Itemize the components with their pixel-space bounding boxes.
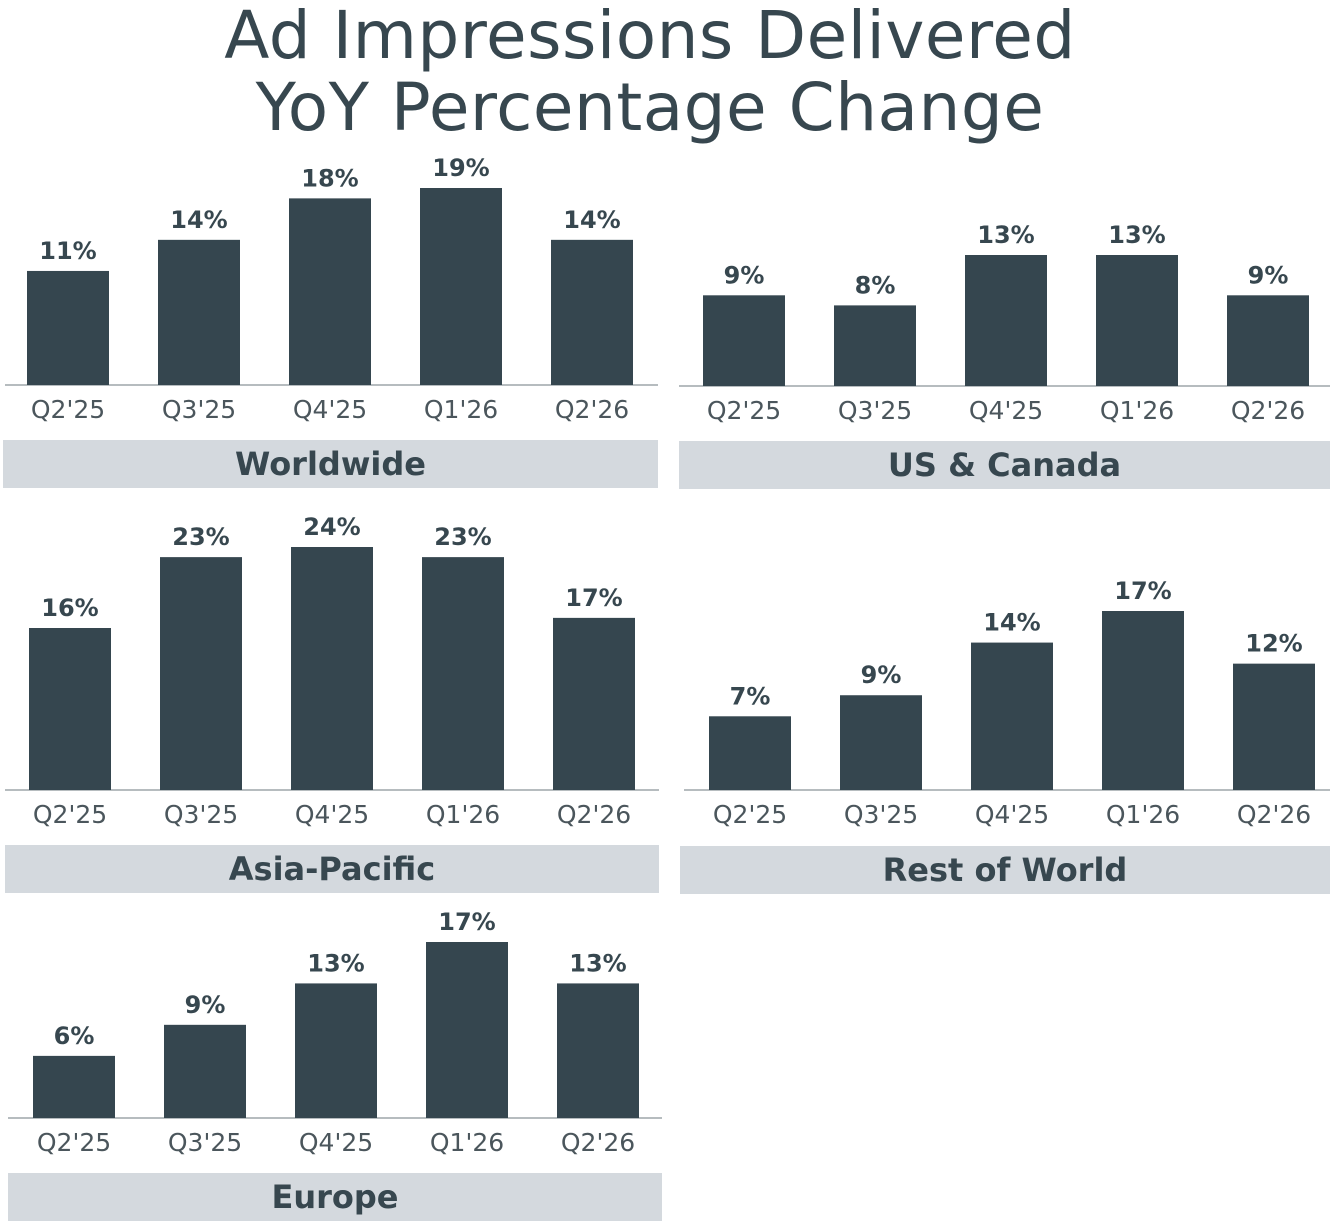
worldwide-bar-q2-25 [27,270,109,385]
rest-of-world-bar-q1-26 [1102,611,1184,790]
europe-tick-label-q1-26: Q1'26 [430,1128,504,1157]
us-canada-bar-q3-25 [834,305,916,386]
worldwide-tick-label-q3-25: Q3'25 [162,395,236,424]
europe-value-label-q2-25: 6% [54,1022,95,1050]
us-canada-tick-label-q3-25: Q3'25 [838,396,912,425]
asia-pacific-value-label-q2-26: 17% [565,584,622,612]
page-title: Ad Impressions Delivered YoY Percentage … [0,0,1300,144]
europe-tick-label-q2-25: Q2'25 [37,1128,111,1157]
us-canada-value-label-q2-26: 9% [1248,261,1289,289]
worldwide-value-label-q2-26: 14% [563,206,620,234]
asia-pacific-bar-chart: 16% Q2'25 23% Q3'25 24% Q4'25 23% Q1'26 17% Q2'26 [5,513,659,829]
rest-of-world-bar-q2-25 [709,716,791,790]
us-canada-bar-chart: 9% Q2'25 8% Q3'25 13% Q4'25 13% Q1'26 9% Q2'26 [679,221,1330,425]
europe-value-label-q3-25: 9% [185,991,226,1019]
rest-of-world-bar-chart: 7% Q2'25 9% Q3'25 14% Q4'25 17% Q1'26 12% Q2'26 [684,577,1330,829]
asia-pacific-region-label: Asia-Pacific [5,845,659,893]
us-canada-bar-q4-25 [965,255,1047,386]
us-canada-tick-label-q2-26: Q2'26 [1231,396,1305,425]
worldwide-value-label-q3-25: 14% [170,206,227,234]
europe-bar-q1-26 [426,942,508,1118]
rest-of-world-bar-q2-26 [1233,663,1315,790]
europe-tick-label-q3-25: Q3'25 [168,1128,242,1157]
worldwide-bar-q1-26 [420,188,502,385]
europe-bar-q4-25 [295,983,377,1118]
rest-of-world-value-label-q3-25: 9% [861,661,902,689]
asia-pacific-tick-label-q1-26: Q1'26 [426,800,500,829]
worldwide-tick-label-q2-25: Q2'25 [31,395,105,424]
worldwide-bar-q4-25 [289,198,371,385]
us-canada-bar-q1-26 [1096,255,1178,386]
asia-pacific-tick-label-q3-25: Q3'25 [164,800,238,829]
us-canada-tick-label-q4-25: Q4'25 [969,396,1043,425]
europe-value-label-q1-26: 17% [438,908,495,936]
asia-pacific-tick-label-q2-26: Q2'26 [557,800,631,829]
asia-pacific-value-label-q4-25: 24% [303,513,360,541]
europe-value-label-q4-25: 13% [307,949,364,977]
rest-of-world-tick-label-q2-26: Q2'26 [1237,800,1311,829]
europe-value-label-q2-26: 13% [569,949,626,977]
rest-of-world-value-label-q4-25: 14% [983,609,1040,637]
us-canada-tick-label-q2-25: Q2'25 [707,396,781,425]
rest-of-world-value-label-q2-25: 7% [730,682,771,710]
rest-of-world-value-label-q2-26: 12% [1245,630,1302,658]
asia-pacific-bar-q2-26 [553,617,635,790]
asia-pacific-tick-label-q2-25: Q2'25 [33,800,107,829]
asia-pacific-bar-q4-25 [291,547,373,790]
worldwide-bar-q2-26 [551,239,633,385]
asia-pacific-tick-label-q4-25: Q4'25 [295,800,369,829]
worldwide-value-label-q4-25: 18% [301,164,358,192]
worldwide-region-label: Worldwide [3,440,658,488]
rest-of-world-bar-q4-25 [971,642,1053,790]
worldwide-value-label-q1-26: 19% [432,154,489,182]
us-canada-value-label-q2-25: 9% [724,261,765,289]
europe-bar-q3-25 [164,1024,246,1118]
rest-of-world-value-label-q1-26: 17% [1114,577,1171,605]
us-canada-value-label-q4-25: 13% [977,221,1034,249]
europe-tick-label-q2-26: Q2'26 [561,1128,635,1157]
rest-of-world-region-label: Rest of World [680,846,1330,894]
worldwide-bar-chart: 11% Q2'25 14% Q3'25 18% Q4'25 19% Q1'26 14% Q2'26 [5,154,658,424]
us-canada-value-label-q1-26: 13% [1108,221,1165,249]
asia-pacific-bar-q2-25 [29,628,111,790]
asia-pacific-value-label-q1-26: 23% [434,523,491,551]
asia-pacific-value-label-q2-25: 16% [41,594,98,622]
worldwide-tick-label-q4-25: Q4'25 [293,395,367,424]
asia-pacific-value-label-q3-25: 23% [172,523,229,551]
europe-bar-chart: 6% Q2'25 9% Q3'25 13% Q4'25 17% Q1'26 13% Q2'26 [8,908,662,1157]
asia-pacific-bar-q1-26 [422,557,504,790]
us-canada-bar-q2-25 [703,295,785,386]
us-canada-value-label-q3-25: 8% [855,271,896,299]
us-canada-region-label: US & Canada [679,441,1330,489]
worldwide-bar-q3-25 [158,239,240,385]
rest-of-world-tick-label-q3-25: Q3'25 [844,800,918,829]
rest-of-world-tick-label-q2-25: Q2'25 [713,800,787,829]
europe-region-label: Europe [8,1173,662,1221]
europe-bar-q2-26 [557,983,639,1118]
europe-bar-q2-25 [33,1055,115,1118]
title-line-2: YoY Percentage Change [255,69,1045,146]
rest-of-world-tick-label-q1-26: Q1'26 [1106,800,1180,829]
worldwide-tick-label-q1-26: Q1'26 [424,395,498,424]
worldwide-value-label-q2-25: 11% [39,237,96,265]
europe-tick-label-q4-25: Q4'25 [299,1128,373,1157]
title-line-1: Ad Impressions Delivered [224,0,1076,74]
rest-of-world-tick-label-q4-25: Q4'25 [975,800,1049,829]
worldwide-tick-label-q2-26: Q2'26 [555,395,629,424]
us-canada-bar-q2-26 [1227,295,1309,386]
asia-pacific-bar-q3-25 [160,557,242,790]
us-canada-tick-label-q1-26: Q1'26 [1100,396,1174,425]
rest-of-world-bar-q3-25 [840,695,922,790]
